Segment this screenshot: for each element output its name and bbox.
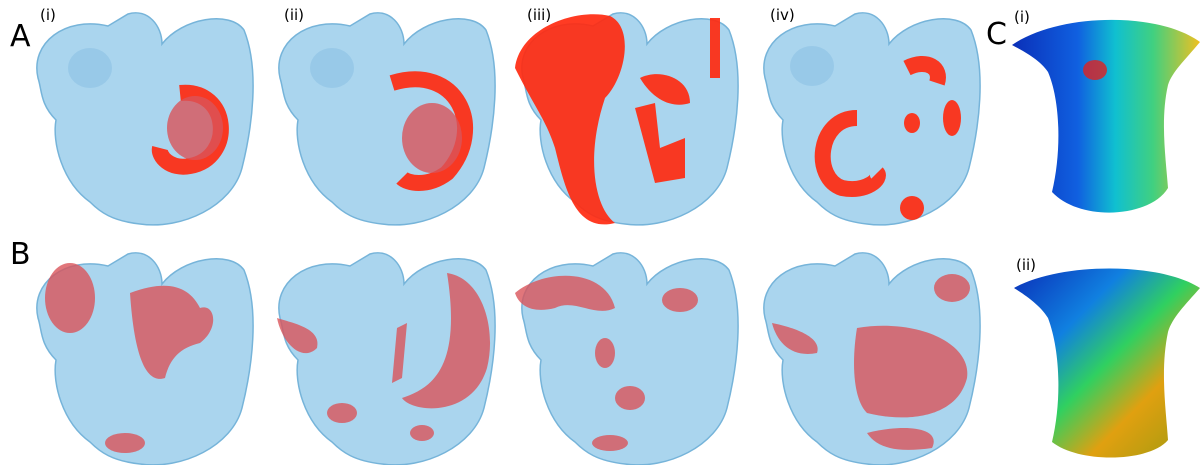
heart-b2 bbox=[277, 253, 495, 465]
hotspot bbox=[1083, 60, 1107, 80]
sub-label: (iv) bbox=[770, 6, 795, 24]
panel-label: C bbox=[986, 17, 1007, 52]
sub-label: (i) bbox=[40, 6, 56, 24]
sub-label: (iii) bbox=[527, 6, 551, 24]
heart-a1 bbox=[37, 13, 253, 225]
heart-a4 bbox=[764, 13, 980, 225]
heart-b1 bbox=[37, 253, 253, 465]
panel-label: A bbox=[10, 19, 31, 54]
sub-label: (ii) bbox=[1016, 256, 1036, 274]
sub-label: (i) bbox=[1014, 8, 1030, 26]
heart-b3 bbox=[515, 253, 738, 465]
mesh-c1 bbox=[1012, 20, 1200, 213]
mesh-c2 bbox=[1014, 269, 1200, 458]
heart-a3 bbox=[515, 13, 738, 225]
figure: A (i) (ii) (iii) (iv) B C (i) (ii) bbox=[0, 0, 1204, 465]
sub-label: (ii) bbox=[284, 6, 304, 24]
heart-b4 bbox=[764, 253, 980, 465]
panel-label: B bbox=[10, 237, 31, 272]
heart-a2 bbox=[279, 13, 495, 225]
